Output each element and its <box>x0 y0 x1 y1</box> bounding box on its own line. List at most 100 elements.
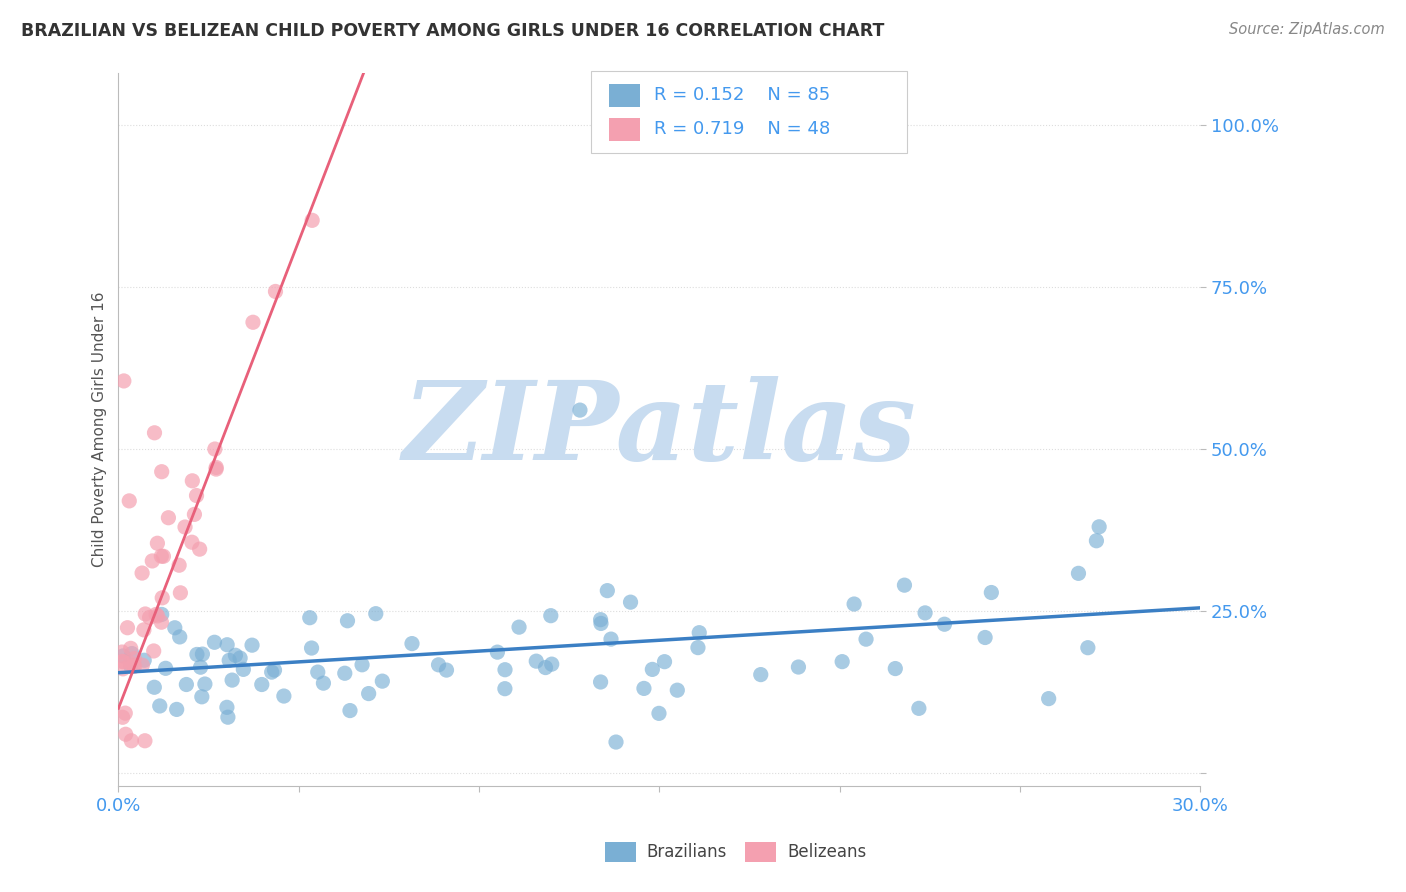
Point <box>221 673 243 687</box>
Point <box>152 549 174 564</box>
Point <box>934 617 956 632</box>
Point <box>150 607 173 622</box>
Point <box>112 374 135 388</box>
Point <box>120 641 142 656</box>
Point <box>229 651 252 665</box>
Point <box>436 663 458 677</box>
Text: Source: ZipAtlas.com: Source: ZipAtlas.com <box>1229 22 1385 37</box>
Point <box>132 623 155 637</box>
Point <box>232 662 254 676</box>
Point <box>1077 640 1099 655</box>
Point <box>180 535 202 549</box>
Point <box>1067 566 1090 581</box>
Point <box>494 681 516 696</box>
Y-axis label: Child Poverty Among Girls Under 16: Child Poverty Among Girls Under 16 <box>93 292 107 567</box>
Point <box>427 657 450 672</box>
Point <box>169 586 191 600</box>
Point <box>540 608 562 623</box>
Point <box>263 663 285 677</box>
Point <box>131 566 153 580</box>
Point <box>240 638 263 652</box>
Point <box>831 655 853 669</box>
Point <box>143 680 166 694</box>
Point <box>191 690 214 704</box>
Point <box>117 621 139 635</box>
Point <box>589 613 612 627</box>
Text: BRAZILIAN VS BELIZEAN CHILD POVERTY AMONG GIRLS UNDER 16 CORRELATION CHART: BRAZILIAN VS BELIZEAN CHILD POVERTY AMON… <box>21 22 884 40</box>
Point <box>121 647 143 661</box>
Point <box>914 606 936 620</box>
Point <box>142 644 165 658</box>
Point <box>134 653 156 667</box>
Point <box>141 554 163 568</box>
Point <box>336 614 359 628</box>
Point <box>749 667 772 681</box>
Point <box>114 706 136 720</box>
Point <box>540 657 562 672</box>
Point <box>111 710 134 724</box>
Point <box>149 698 172 713</box>
Point <box>217 638 239 652</box>
Point <box>333 666 356 681</box>
Point <box>301 213 323 227</box>
Point <box>260 665 283 680</box>
Text: Belizeans: Belizeans <box>787 843 866 861</box>
Point <box>641 662 664 676</box>
Point <box>150 591 173 605</box>
Point <box>111 645 134 659</box>
Point <box>118 494 141 508</box>
Point <box>122 658 145 673</box>
Point <box>301 641 323 656</box>
Point <box>124 651 146 665</box>
Point <box>568 403 591 417</box>
Point <box>167 558 190 573</box>
Point <box>120 659 142 673</box>
Point <box>131 658 153 673</box>
Point <box>111 648 134 663</box>
Point <box>215 700 238 714</box>
Point <box>524 654 547 668</box>
Point <box>114 727 136 741</box>
Point <box>298 610 321 624</box>
Point <box>619 595 641 609</box>
Point <box>787 660 810 674</box>
Point <box>264 285 287 299</box>
Point <box>666 683 689 698</box>
Point <box>204 442 226 456</box>
Point <box>884 662 907 676</box>
Point <box>163 621 186 635</box>
Point <box>352 657 374 672</box>
Point <box>190 660 212 674</box>
Point <box>188 542 211 557</box>
Point <box>307 665 329 679</box>
Point <box>855 632 877 647</box>
Text: R = 0.719    N = 48: R = 0.719 N = 48 <box>654 120 830 138</box>
Point <box>974 631 997 645</box>
Point <box>654 655 676 669</box>
Point <box>138 610 160 624</box>
Point <box>842 597 865 611</box>
Point <box>589 675 612 690</box>
Point <box>357 687 380 701</box>
Point <box>155 661 177 675</box>
Point <box>143 425 166 440</box>
Point <box>371 674 394 689</box>
Point <box>150 615 173 630</box>
Point <box>250 677 273 691</box>
Point <box>688 625 710 640</box>
Point <box>205 462 228 476</box>
Point <box>111 662 134 676</box>
Point <box>1088 520 1111 534</box>
Point <box>224 648 246 663</box>
Point <box>486 645 509 659</box>
Point <box>150 549 173 564</box>
Point <box>145 607 167 622</box>
Point <box>217 710 239 724</box>
Point <box>186 489 208 503</box>
Point <box>1038 691 1060 706</box>
Point <box>174 520 197 534</box>
Point <box>273 689 295 703</box>
Point <box>112 655 135 669</box>
Point <box>893 578 915 592</box>
Point <box>194 677 217 691</box>
